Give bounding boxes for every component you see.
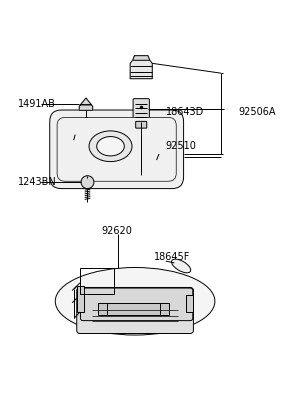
FancyBboxPatch shape — [80, 288, 193, 321]
Polygon shape — [79, 105, 93, 110]
Bar — [80, 268, 114, 294]
Bar — [77, 286, 84, 312]
FancyBboxPatch shape — [57, 117, 176, 181]
FancyBboxPatch shape — [136, 121, 147, 128]
Ellipse shape — [172, 259, 191, 273]
Text: 92506A: 92506A — [238, 107, 275, 117]
Bar — [186, 295, 193, 312]
FancyBboxPatch shape — [133, 99, 150, 123]
Text: 1243BN: 1243BN — [18, 177, 57, 187]
Polygon shape — [130, 60, 152, 79]
Text: 1491AB: 1491AB — [18, 99, 56, 109]
Ellipse shape — [97, 137, 124, 156]
Polygon shape — [80, 98, 91, 105]
FancyBboxPatch shape — [77, 287, 193, 334]
Text: 18643D: 18643D — [166, 107, 204, 117]
Circle shape — [81, 176, 94, 189]
Text: 18645F: 18645F — [154, 252, 190, 262]
FancyBboxPatch shape — [50, 110, 184, 189]
Bar — [98, 303, 169, 315]
Text: 92620: 92620 — [101, 226, 132, 236]
Text: 92510: 92510 — [166, 141, 197, 151]
Polygon shape — [133, 56, 150, 60]
Ellipse shape — [89, 131, 132, 162]
Ellipse shape — [55, 268, 215, 335]
